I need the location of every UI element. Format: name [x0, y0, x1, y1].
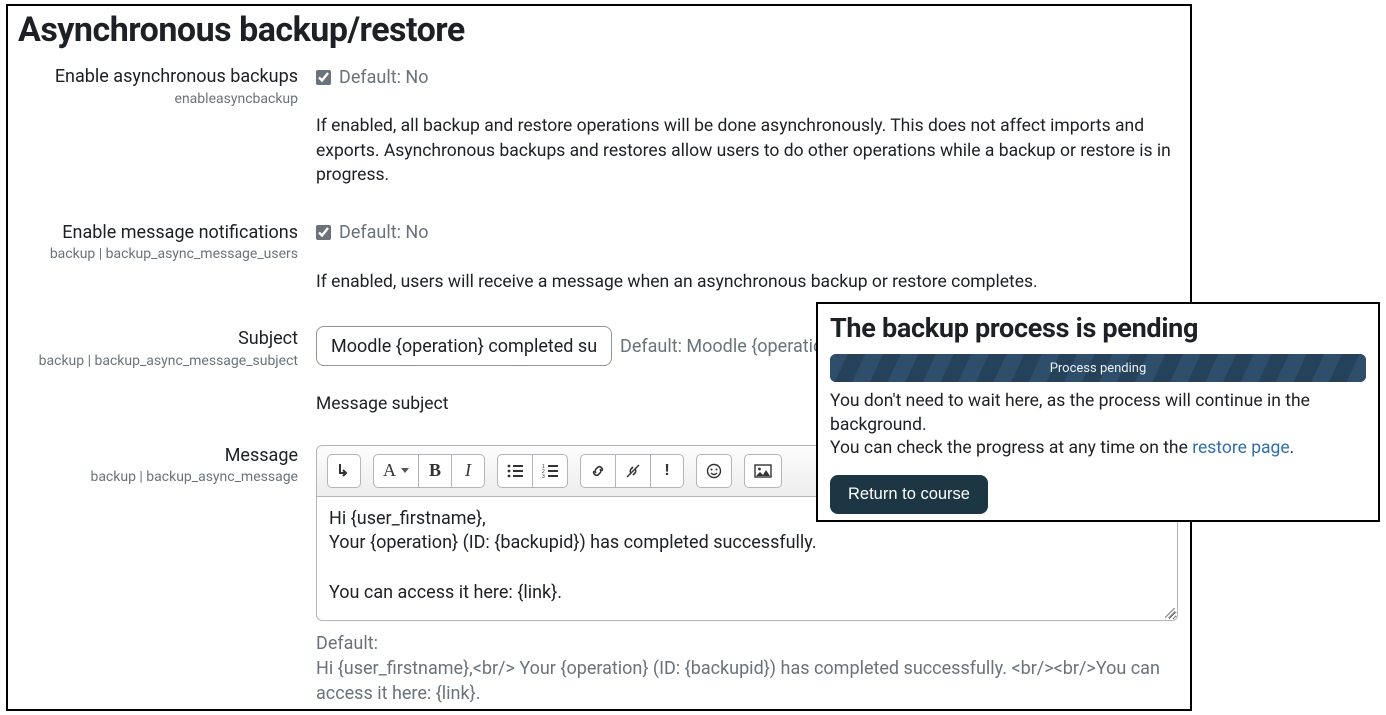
toolbar-unlink-button[interactable]	[615, 454, 651, 488]
toolbar-link-button[interactable]	[580, 454, 616, 488]
label-col: Enable message notifications backup | ba…	[18, 220, 316, 263]
default-body: Hi {user_firstname},<br/> Your {operatio…	[316, 658, 1160, 704]
setting-key: backup | backup_async_message	[18, 469, 298, 486]
setting-key: backup | backup_async_message_users	[18, 246, 298, 263]
progress-label: Process pending	[1050, 361, 1147, 376]
setting-label: Enable asynchronous backups	[18, 66, 298, 89]
unlink-icon	[625, 463, 641, 479]
setting-description: If enabled, all backup and restore opera…	[316, 114, 1180, 188]
pending-line-1: You don't need to wait here, as the proc…	[830, 391, 1310, 435]
message-default: Default: Hi {user_firstname},<br/> Your …	[316, 631, 1180, 707]
label-col: Message backup | backup_async_message	[18, 443, 316, 486]
list-ol-icon: 123	[542, 464, 558, 478]
toolbar-bold-button[interactable]: B	[418, 454, 452, 488]
restore-page-link[interactable]: restore page	[1192, 438, 1289, 458]
svg-text:3: 3	[542, 474, 545, 478]
image-icon	[754, 464, 772, 478]
enable-notifications-checkbox[interactable]	[316, 225, 331, 240]
pending-text: You don't need to wait here, as the proc…	[830, 390, 1366, 461]
default-label: Default:	[316, 633, 378, 654]
pending-title: The backup process is pending	[830, 312, 1366, 344]
label-col: Enable asynchronous backups enableasyncb…	[18, 64, 316, 107]
return-to-course-button[interactable]: Return to course	[830, 475, 988, 514]
progress-bar: Process pending	[830, 354, 1366, 382]
setting-enable-backups: Enable asynchronous backups enableasyncb…	[18, 64, 1180, 212]
emoji-icon	[706, 463, 722, 479]
label-col: Subject backup | backup_async_message_su…	[18, 326, 316, 369]
font-letter: A	[383, 460, 396, 481]
setting-label: Enable message notifications	[18, 222, 298, 245]
list-ul-icon	[507, 464, 523, 478]
setting-label: Subject	[18, 328, 298, 351]
toolbar-ul-button[interactable]	[497, 454, 533, 488]
expand-icon	[337, 463, 351, 479]
default-text: Default: No	[339, 67, 429, 88]
enable-backups-checkbox[interactable]	[316, 70, 331, 85]
default-text: Default: No	[339, 222, 429, 243]
pending-line-2-prefix: You can check the progress at any time o…	[830, 438, 1192, 458]
setting-description: If enabled, users will receive a message…	[316, 270, 1180, 295]
pending-panel: The backup process is pending Process pe…	[816, 302, 1380, 522]
caret-down-icon	[401, 468, 409, 473]
toolbar-image-button[interactable]	[744, 454, 782, 488]
control-col: Default: No If enabled, all backup and r…	[316, 64, 1180, 212]
toolbar-bang-button[interactable]: !	[650, 454, 684, 488]
setting-key: backup | backup_async_message_subject	[18, 353, 298, 370]
subject-input[interactable]	[316, 326, 612, 366]
link-icon	[590, 463, 606, 479]
setting-key: enableasyncbackup	[18, 91, 298, 108]
pending-line-2-suffix: .	[1290, 438, 1295, 458]
toolbar-emoji-button[interactable]	[696, 454, 732, 488]
toolbar-expand-button[interactable]	[327, 454, 361, 488]
setting-label: Message	[18, 445, 298, 468]
page-title: Asynchronous backup/restore	[18, 10, 1180, 50]
toolbar-ol-button[interactable]: 123	[532, 454, 568, 488]
toolbar-font-button[interactable]: A	[373, 454, 419, 488]
toolbar-italic-button[interactable]: I	[451, 454, 485, 488]
